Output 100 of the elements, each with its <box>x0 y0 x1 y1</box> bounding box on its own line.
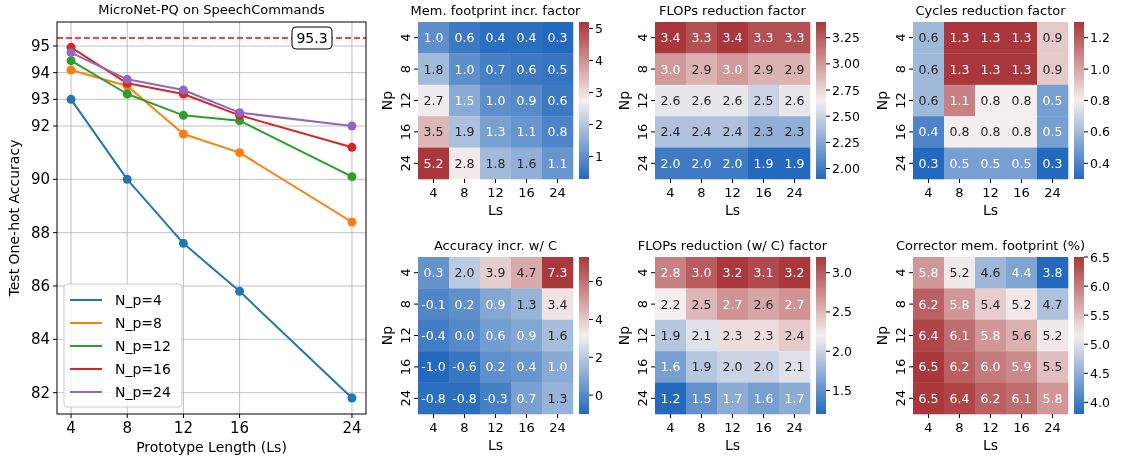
y-tick-label: 24 <box>635 155 650 172</box>
x-tick-label: 24 <box>549 420 566 435</box>
color-bar-label: 2 <box>595 349 603 365</box>
data-label: 3.8 <box>1042 265 1063 281</box>
data-label: 1.3 <box>485 124 506 140</box>
point <box>122 74 132 84</box>
data-label: 2.0 <box>722 155 743 171</box>
point <box>347 217 357 227</box>
x-tick-label: 4 <box>666 185 675 200</box>
data-label: 5.5 <box>1042 359 1063 375</box>
data-label: 6.1 <box>949 328 970 343</box>
data-label: 5.9 <box>1011 359 1032 375</box>
y-tick-label: 94 <box>30 63 50 82</box>
data-label: 1.6 <box>660 359 681 375</box>
data-label: 3.1 <box>753 265 774 281</box>
y-tick-label: 24 <box>398 390 413 407</box>
y-axis-title: Test One-hot Accuracy <box>6 139 22 298</box>
data-label: 1.8 <box>423 61 444 77</box>
data-label: 0.7 <box>516 390 537 406</box>
data-label: 4.4 <box>1011 265 1032 281</box>
point <box>122 89 132 99</box>
data-label: 0.6 <box>485 328 506 343</box>
x-tick-label: 12 <box>487 420 504 435</box>
data-label: 1.5 <box>691 390 712 406</box>
data-label: 1.7 <box>784 390 805 406</box>
color-bar-label: 2.0 <box>832 343 852 359</box>
color-bar-label: 2.00 <box>832 161 860 177</box>
color-bar-label: 1.2 <box>1090 30 1110 46</box>
data-label: 2.1 <box>784 359 805 375</box>
data-label: 6.5 <box>918 390 939 406</box>
data-label: 3.0 <box>691 265 712 281</box>
data-label: 1.1 <box>547 155 568 171</box>
y-tick-label: 8 <box>893 64 908 74</box>
data-label: 5.8 <box>1042 390 1063 406</box>
x-axis-title: Ls <box>487 437 504 453</box>
x-tick-label: 12 <box>173 419 193 437</box>
y-tick-label: 4 <box>893 33 908 42</box>
legend-label: N_p=8 <box>115 315 162 331</box>
data-label: 0.6 <box>918 93 939 108</box>
point <box>347 393 357 403</box>
data-label: -0.8 <box>421 390 446 406</box>
y-axis-title: Np <box>874 90 890 111</box>
data-label: 1.3 <box>980 61 1001 77</box>
y-tick-label: 84 <box>30 330 50 349</box>
point <box>66 65 76 75</box>
color-bar-label: 6.5 <box>1090 249 1110 265</box>
data-label: 1.6 <box>753 390 774 406</box>
data-label: 0.3 <box>547 30 568 46</box>
data-label: -0.1 <box>421 296 446 312</box>
x-tick-label: 4 <box>924 420 933 435</box>
data-label: 3.3 <box>784 30 805 46</box>
data-label: 1.6 <box>547 328 568 343</box>
data-label: 5.8 <box>980 328 1001 343</box>
data-label: 1.3 <box>547 390 568 406</box>
data-label: 5.2 <box>1011 296 1032 312</box>
x-tick-label: 16 <box>1013 185 1030 200</box>
data-label: 4.7 <box>516 265 537 281</box>
color-bar-label: 2.5 <box>832 304 852 320</box>
data-label: -0.3 <box>483 390 508 406</box>
data-label: 2.3 <box>753 328 774 343</box>
data-label: 6.0 <box>980 359 1001 375</box>
y-tick-label: 12 <box>398 92 413 109</box>
y-axis-title: Np <box>616 325 632 346</box>
color-bar-label: 0 <box>595 387 603 403</box>
chart-title: FLOPs reduction factor <box>659 3 807 18</box>
data-label: 3.4 <box>722 30 743 46</box>
data-label: 3.0 <box>722 61 743 77</box>
y-tick-label: 24 <box>635 390 650 407</box>
y-tick-label: 93 <box>30 90 50 109</box>
data-label: -0.8 <box>452 390 477 406</box>
data-label: -1.0 <box>421 359 446 375</box>
data-label: 1.3 <box>1011 30 1032 46</box>
data-label: 0.8 <box>1011 93 1032 108</box>
data-label: 2.0 <box>691 155 712 171</box>
color-bar-label: 0.6 <box>1090 124 1110 140</box>
point <box>66 48 76 58</box>
color-bar-label: 1.5 <box>832 382 852 398</box>
data-label: 1.6 <box>516 155 537 171</box>
data-label: 6.2 <box>980 390 1001 406</box>
data-label: 0.4 <box>918 124 939 140</box>
data-label: 0.8 <box>547 124 568 140</box>
color-bar-label: 4 <box>595 311 603 327</box>
x-tick-label: 4 <box>666 420 675 435</box>
data-label: 0.3 <box>423 265 444 281</box>
color-bar-label: 5.0 <box>1090 336 1110 352</box>
data-label: 0.8 <box>980 93 1001 108</box>
data-label: 0.9 <box>516 93 537 108</box>
data-label: 0.0 <box>454 328 475 343</box>
legend-label: N_p=4 <box>115 292 163 308</box>
data-label: 0.8 <box>980 124 1001 140</box>
data-label: 0.3 <box>1042 155 1063 171</box>
x-tick-label: 8 <box>460 185 469 200</box>
data-label: 0.7 <box>485 61 506 77</box>
point <box>347 142 357 152</box>
color-bar-label: 6 <box>595 274 603 290</box>
data-label: 3.2 <box>784 265 805 281</box>
legend-label: N_p=16 <box>115 361 171 377</box>
x-tick-label: 24 <box>1044 420 1061 435</box>
point <box>347 121 357 131</box>
data-label: 1.8 <box>485 155 506 171</box>
